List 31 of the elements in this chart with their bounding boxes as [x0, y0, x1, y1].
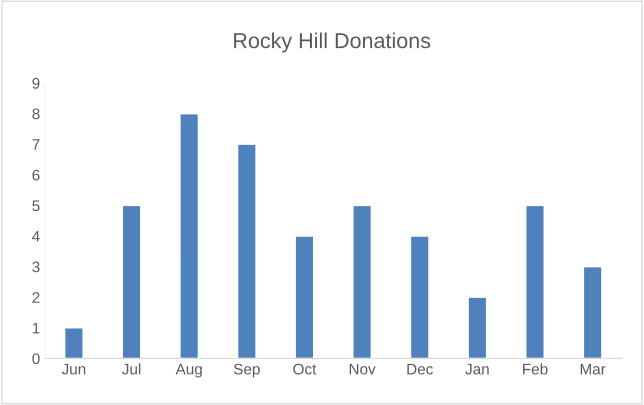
- bar: [525, 204, 545, 358]
- x-tick-label: Mar: [580, 364, 606, 375]
- y-tick-label: 8: [32, 108, 40, 120]
- bar: [179, 112, 200, 358]
- bar: [467, 296, 488, 358]
- bar: [64, 327, 84, 358]
- bar: [236, 144, 257, 358]
- x-tick-label: Dec: [407, 364, 433, 375]
- bar: [410, 235, 430, 358]
- x-tick-label: Nov: [350, 364, 376, 375]
- x-tick-label: Oct: [293, 364, 316, 375]
- x-tick-label: Jul: [122, 363, 140, 375]
- bar: [294, 235, 314, 358]
- x-tick-label: Jan: [465, 364, 489, 375]
- y-tick-label: 1: [32, 322, 40, 334]
- y-tick-label: 3: [32, 261, 40, 272]
- y-tick-label: 0: [32, 353, 40, 364]
- y-tick-label: 4: [32, 231, 40, 242]
- x-tick-label: Sep: [234, 364, 260, 378]
- y-tick-label: 5: [32, 200, 40, 212]
- y-tick-label: 9: [32, 78, 40, 89]
- x-tick-label: Aug: [176, 364, 202, 378]
- x-tick-label: Feb: [523, 363, 548, 375]
- y-tick-label: 6: [32, 170, 40, 181]
- y-tick-label: 2: [32, 292, 40, 303]
- bar: [352, 204, 372, 358]
- bar: [122, 204, 142, 358]
- chart-title: Rocky Hill Donations: [234, 32, 430, 53]
- x-tick-label: Jun: [62, 364, 86, 375]
- y-tick-label: 7: [32, 139, 40, 150]
- bar: [582, 266, 603, 358]
